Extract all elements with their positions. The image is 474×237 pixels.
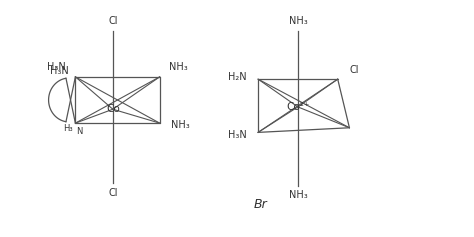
Text: NH₃: NH₃ — [172, 120, 190, 130]
Text: NH₃: NH₃ — [169, 62, 188, 72]
Text: H₂N: H₂N — [228, 72, 246, 82]
Text: H₃: H₃ — [64, 124, 73, 133]
Text: N: N — [76, 127, 82, 136]
Text: H₃N: H₃N — [228, 130, 246, 140]
Text: NH₃: NH₃ — [289, 16, 307, 26]
Text: Co²⁺: Co²⁺ — [286, 102, 310, 112]
Text: H₃N: H₃N — [47, 62, 66, 72]
Text: H₃N: H₃N — [50, 66, 68, 76]
Text: NH₃: NH₃ — [289, 190, 307, 200]
Text: Cl: Cl — [108, 16, 118, 26]
Text: Cl: Cl — [108, 188, 118, 198]
Text: Br: Br — [254, 198, 267, 211]
Text: Cl: Cl — [349, 64, 359, 74]
Text: Co: Co — [106, 104, 120, 114]
